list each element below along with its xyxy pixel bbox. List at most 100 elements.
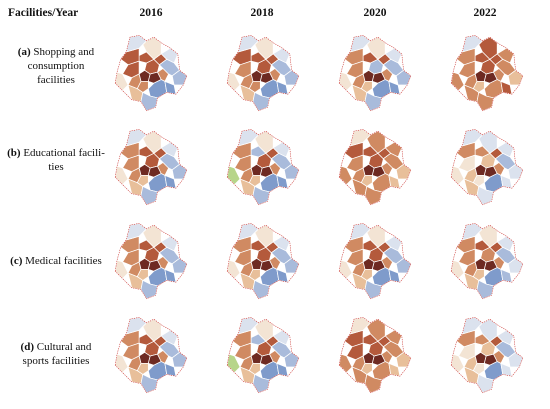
row-label: (d) Cultural and sports facilities: [6, 340, 106, 368]
district-12: [382, 58, 405, 77]
city-boundary: [338, 317, 412, 394]
district-9: [254, 36, 274, 60]
district-12: [494, 340, 517, 359]
city-boundary: [226, 129, 300, 206]
district-16: [450, 353, 465, 374]
map-b-2018: [218, 122, 310, 214]
row-letter: (a): [17, 46, 31, 58]
map-b-2022: [442, 122, 534, 214]
map-d-2018: [218, 310, 310, 402]
row-cultural-sports: (d) Cultural and sports facilities: [0, 310, 550, 402]
district-9: [254, 318, 274, 342]
map-a-2020: [330, 28, 422, 120]
city-boundary: [226, 35, 300, 112]
district-9: [142, 130, 162, 154]
district-16: [114, 353, 129, 374]
district-11: [384, 47, 403, 64]
district-11: [496, 141, 515, 158]
district-9: [366, 224, 386, 248]
district-16: [114, 165, 129, 186]
city-boundary: [114, 317, 188, 394]
row-name-line1: Educational facili-: [23, 147, 105, 159]
map-d-2016: [106, 310, 198, 402]
district-map-svg: [450, 316, 524, 394]
row-name-line2: sports facilities: [22, 355, 90, 367]
district-map-svg: [338, 34, 412, 112]
district-map-svg: [450, 128, 524, 206]
district-12: [382, 152, 405, 171]
district-12: [270, 58, 293, 77]
row-label: (c) Medical facilities: [6, 254, 106, 268]
row-name-line1: Cultural and: [36, 341, 92, 353]
row-letter: (d): [20, 341, 34, 353]
map-c-2022: [442, 216, 534, 308]
district-11: [384, 141, 403, 158]
district-11: [272, 235, 291, 252]
map-a-2018: [218, 28, 310, 120]
row-label: (b) Educational facili- ties: [6, 146, 106, 174]
map-b-2020: [330, 122, 422, 214]
district-map-svg: [114, 128, 188, 206]
district-12: [494, 152, 517, 171]
district-8: [248, 268, 261, 281]
district-8: [136, 268, 149, 281]
city-boundary: [338, 129, 412, 206]
row-name-line1: Shopping and: [33, 46, 95, 58]
city-boundary: [450, 317, 524, 394]
district-16: [114, 71, 129, 92]
district-8: [360, 80, 373, 93]
map-a-2016: [106, 28, 198, 120]
district-12: [494, 58, 517, 77]
district-11: [496, 235, 515, 252]
row-name-line2: consumption: [27, 60, 85, 72]
district-map-svg: [338, 128, 412, 206]
row-name-line2: ties: [48, 161, 64, 173]
district-9: [478, 224, 498, 248]
district-8: [136, 362, 149, 375]
district-8: [360, 362, 373, 375]
district-16: [450, 165, 465, 186]
district-12: [158, 246, 181, 265]
city-boundary: [338, 223, 412, 300]
district-12: [382, 340, 405, 359]
district-9: [366, 318, 386, 342]
district-12: [158, 340, 181, 359]
map-d-2022: [442, 310, 534, 402]
district-9: [142, 36, 162, 60]
year-label-2020: 2020: [363, 7, 387, 19]
district-8: [472, 268, 485, 281]
district-8: [472, 174, 485, 187]
district-9: [478, 318, 498, 342]
district-8: [248, 174, 261, 187]
district-9: [478, 130, 498, 154]
district-16: [338, 259, 353, 280]
district-12: [270, 152, 293, 171]
district-map-svg: [226, 222, 300, 300]
district-12: [158, 152, 181, 171]
district-12: [158, 58, 181, 77]
district-11: [496, 47, 515, 64]
district-map-svg: [114, 222, 188, 300]
district-8: [248, 80, 261, 93]
district-9: [254, 224, 274, 248]
map-b-2016: [106, 122, 198, 214]
district-map-svg: [226, 34, 300, 112]
district-map-svg: [114, 34, 188, 112]
map-c-2016: [106, 216, 198, 308]
district-9: [366, 36, 386, 60]
district-16: [450, 259, 465, 280]
city-boundary: [226, 317, 300, 394]
row-medical: (c) Medical facilities: [0, 216, 550, 308]
row-letter: (b): [7, 147, 21, 159]
district-map-svg: [114, 316, 188, 394]
district-9: [142, 318, 162, 342]
district-11: [160, 141, 179, 158]
district-11: [272, 47, 291, 64]
city-boundary: [114, 129, 188, 206]
city-boundary: [338, 35, 412, 112]
district-11: [272, 329, 291, 346]
map-c-2018: [218, 216, 310, 308]
district-11: [160, 329, 179, 346]
row-label: (a) Shopping and consumption facilities: [6, 45, 106, 87]
header-row: Facilities/Year 2016 2018 2020 2022: [0, 0, 550, 28]
